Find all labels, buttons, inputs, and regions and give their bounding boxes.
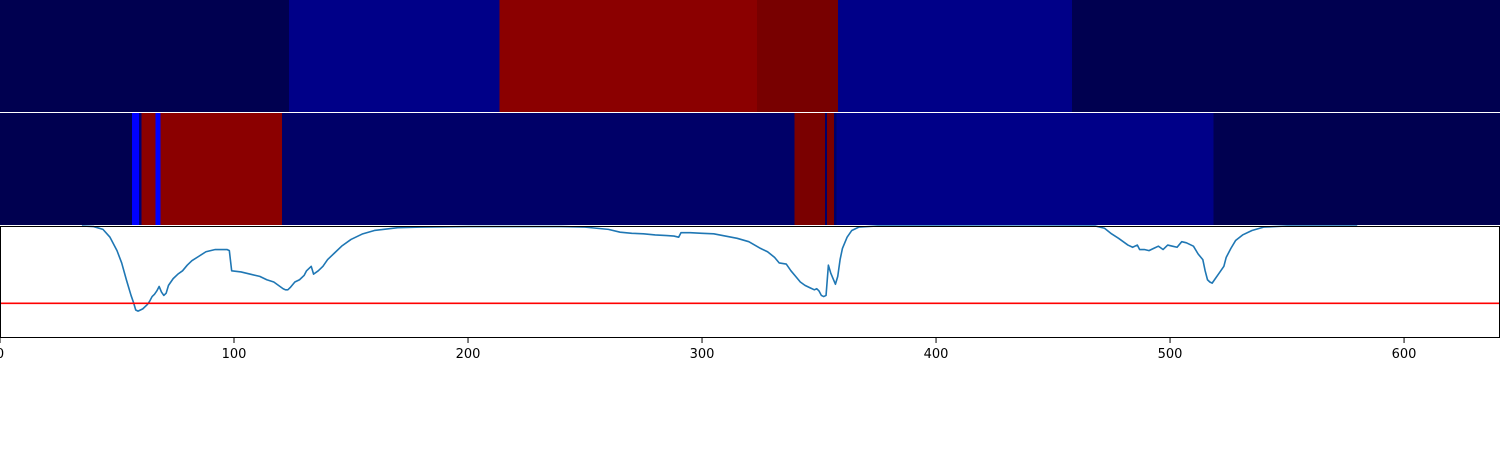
heatmap-segment bbox=[824, 113, 828, 225]
heatmap-segment bbox=[1213, 113, 1500, 225]
x-axis: 0 100 200 300 400 500 600 bbox=[0, 338, 1416, 362]
heatmap-segment bbox=[160, 113, 282, 225]
x-tick-label: 600 bbox=[1392, 347, 1417, 362]
heatmap-segment bbox=[289, 0, 500, 112]
heatmap-segment bbox=[827, 113, 835, 225]
heatmap-segment bbox=[132, 113, 140, 225]
heatmap-segment bbox=[757, 0, 838, 112]
heatmap-segment bbox=[794, 113, 825, 225]
x-tick-label: 300 bbox=[690, 347, 715, 362]
series-line bbox=[81, 225, 1358, 312]
heatmap-segment bbox=[1071, 0, 1500, 112]
heatmap-segment bbox=[0, 113, 133, 225]
heatmap-segment bbox=[499, 0, 758, 112]
line-plot-panel bbox=[0, 225, 1500, 338]
heatmap-strip-top bbox=[0, 0, 1500, 112]
plot-background bbox=[0, 226, 1500, 338]
x-tick-label: 500 bbox=[1158, 347, 1183, 362]
x-tick-label: 200 bbox=[456, 347, 481, 362]
x-tick-label: 0 bbox=[0, 347, 4, 362]
heatmap-segment bbox=[0, 0, 289, 112]
heatmap-segment bbox=[836, 113, 1214, 225]
heatmap-strip-middle bbox=[0, 113, 1500, 225]
heatmap-segment bbox=[139, 113, 142, 225]
x-tick-label: 100 bbox=[222, 347, 247, 362]
heatmap-segment bbox=[837, 0, 1072, 112]
heatmap-segment bbox=[834, 113, 837, 225]
heatmap-segment bbox=[141, 113, 156, 225]
heatmap-segment bbox=[281, 113, 795, 225]
x-tick-label: 400 bbox=[924, 347, 949, 362]
heatmap-segment bbox=[155, 113, 161, 225]
